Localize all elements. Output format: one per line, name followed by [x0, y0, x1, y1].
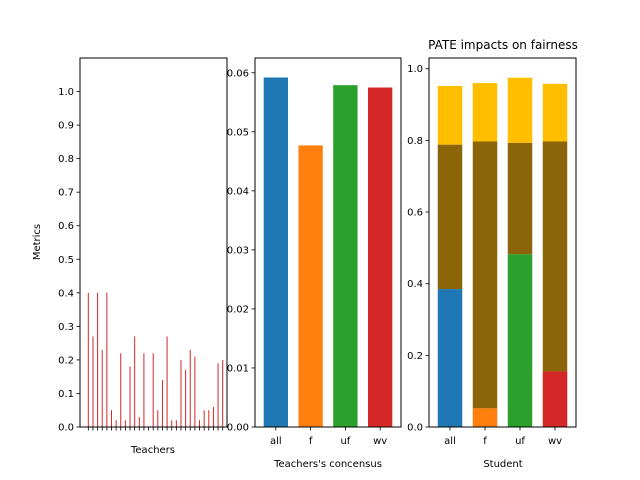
- teacher-metric-bar: [134, 336, 136, 427]
- student-y-tick-label: 0.6: [407, 208, 423, 219]
- teacher-metric-bar: [208, 410, 210, 427]
- consensus-y-tick-label: 0.05: [227, 127, 249, 138]
- student-y-tick-label: 0.0: [407, 423, 423, 434]
- metrics-y-axis-label: Metrics: [32, 224, 43, 260]
- consensus-x-tick-label: f: [309, 436, 313, 447]
- student-middle-segment-all: [437, 144, 463, 290]
- teacher-metric-bar: [120, 353, 122, 427]
- student-base-segment-f: [472, 408, 498, 427]
- teachers-x-axis-label: Teachers: [130, 445, 175, 456]
- teacher-metric-bar: [189, 349, 191, 427]
- teacher-metric-bar: [217, 363, 219, 427]
- student-middle-segment-uf: [507, 142, 533, 255]
- student-top-segment-wv: [542, 83, 568, 142]
- student-top-segment-uf: [507, 77, 533, 143]
- teachers-y-tick-label: 0.4: [58, 288, 74, 299]
- student-x-tick-label: uf: [515, 436, 525, 447]
- teacher-metric-bar: [212, 406, 214, 427]
- student-x-axis-label: Student: [483, 459, 522, 470]
- student-top-segment-f: [472, 83, 498, 142]
- teacher-metric-bar: [180, 359, 182, 427]
- consensus-y-tick-label: 0.00: [227, 423, 249, 434]
- student-y-tick-label: 0.8: [407, 136, 423, 147]
- teacher-metric-bar: [203, 410, 205, 427]
- student-base-segment-uf: [507, 254, 533, 427]
- teachers-y-tick-label: 0.6: [58, 221, 74, 232]
- teacher-metric-bar: [143, 353, 145, 427]
- teachers-y-tick-label: 0.5: [58, 255, 74, 266]
- teacher-metric-bar: [101, 349, 103, 427]
- student-x-tick-label: wv: [548, 436, 562, 447]
- student-x-tick-label: f: [483, 436, 487, 447]
- teachers-y-tick-label: 0.8: [58, 154, 74, 165]
- consensus-y-tick-label: 0.02: [227, 304, 249, 315]
- student-axes-frame: [428, 57, 577, 428]
- teacher-metric-bar: [166, 336, 168, 427]
- consensus-x-axis-label: Teachers's concensus: [273, 459, 382, 470]
- consensus-axes-frame: [254, 57, 402, 428]
- student-base-segment-all: [437, 289, 463, 427]
- teacher-metric-bar: [161, 380, 163, 427]
- student-base-segment-wv: [542, 371, 568, 427]
- teacher-metric-bar: [175, 420, 177, 427]
- teacher-metric-bar: [92, 336, 94, 427]
- student-x-tick-label: all: [444, 436, 456, 447]
- consensus-bar-uf: [333, 85, 358, 428]
- consensus-bar-wv: [367, 87, 393, 428]
- teacher-metric-bar: [97, 292, 99, 427]
- teacher-metric-bar: [115, 420, 117, 427]
- student-middle-segment-wv: [542, 141, 568, 372]
- teacher-metric-bar: [87, 292, 89, 427]
- consensus-y-tick-label: 0.03: [227, 245, 249, 256]
- teacher-metric-bar: [194, 356, 196, 427]
- teachers-consensus-chart: 0.00 0.01 0.02 0.03 0.04 0.05 0.06 all f uf wv Te…: [227, 57, 402, 470]
- consensus-y-tick-label: 0.04: [227, 186, 249, 197]
- student-middle-segment-f: [472, 141, 498, 409]
- teacher-metric-bar: [222, 359, 224, 427]
- student-top-segment-all: [437, 85, 463, 145]
- student-y-tick-label: 1.0: [407, 64, 423, 75]
- teacher-metric-bar: [129, 366, 131, 427]
- student-fairness-chart: PATE impacts on fairness 0.0 0.2 0.4 0.6 0.8…: [407, 38, 578, 470]
- teachers-metrics-chart: 0.0 0.1 0.2 0.3 0.4 0.5 0.6 0.7 0.8 0.9 1.0 Teache…: [32, 57, 228, 456]
- teachers-y-tick-label: 0.2: [58, 355, 74, 366]
- fairness-chart-title: PATE impacts on fairness: [428, 38, 578, 52]
- teacher-metric-bar: [185, 369, 187, 427]
- student-y-tick-label: 0.2: [407, 351, 423, 362]
- teacher-metric-bar: [152, 353, 154, 427]
- teachers-y-tick-label: 1.0: [58, 87, 74, 98]
- teachers-y-tick-label: 0.9: [58, 121, 74, 132]
- teachers-y-tick-label: 0.1: [58, 389, 74, 400]
- consensus-x-tick-label: wv: [373, 436, 387, 447]
- teachers-y-tick-label: 0.7: [58, 188, 74, 199]
- teacher-metric-bar: [110, 410, 112, 427]
- consensus-x-tick-label: all: [270, 436, 282, 447]
- teacher-metric-bar: [124, 420, 126, 427]
- consensus-bar-all: [263, 77, 289, 427]
- teacher-metric-bar: [106, 292, 108, 427]
- teacher-metric-bar: [171, 420, 173, 427]
- teacher-metric-bar: [157, 410, 159, 427]
- consensus-bar-f: [298, 145, 323, 427]
- teacher-metric-bar: [199, 420, 201, 427]
- consensus-x-tick-label: uf: [340, 436, 350, 447]
- teacher-metric-bar: [138, 416, 140, 427]
- consensus-y-tick-label: 0.01: [227, 363, 249, 374]
- teachers-y-tick-label: 0.0: [58, 423, 74, 434]
- student-y-tick-label: 0.4: [407, 279, 423, 290]
- teachers-y-tick-label: 0.3: [58, 322, 74, 333]
- consensus-y-tick-label: 0.06: [227, 68, 249, 79]
